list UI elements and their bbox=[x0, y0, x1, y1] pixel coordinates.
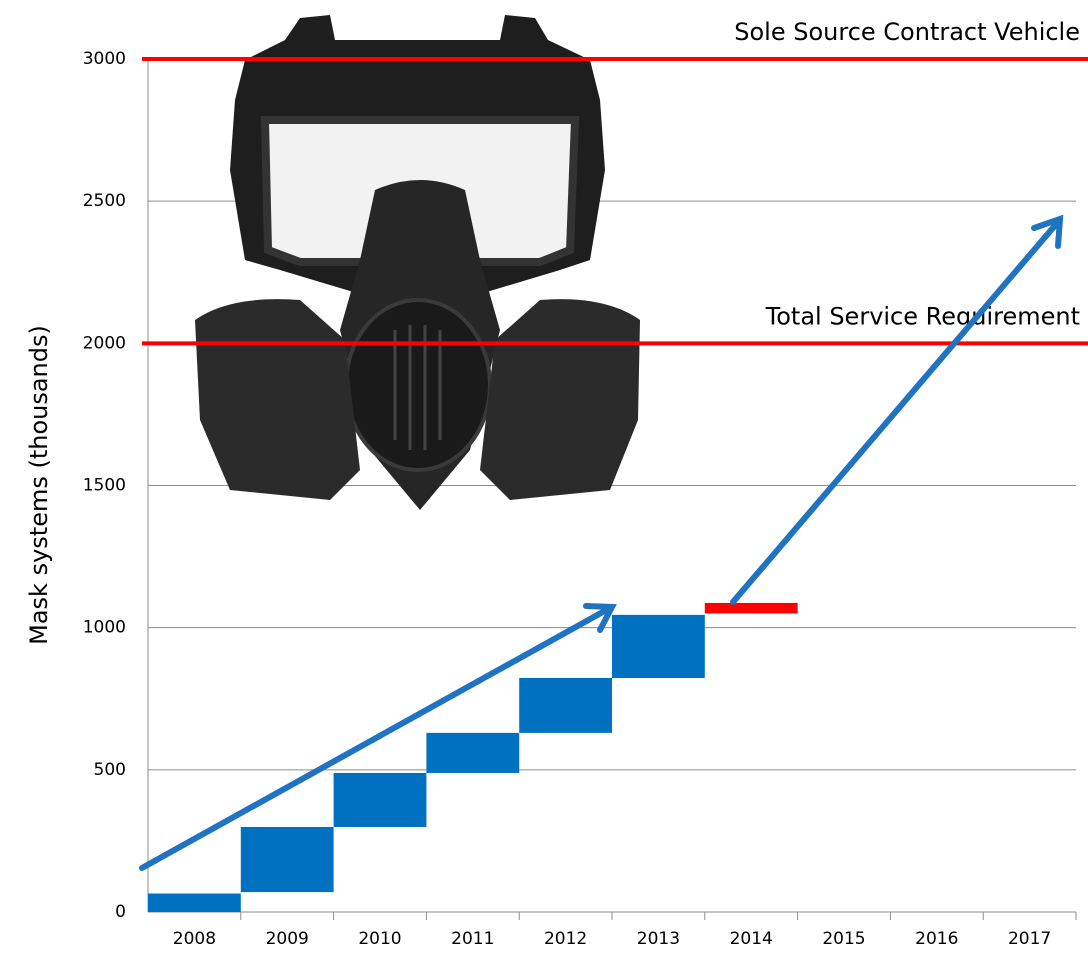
reference-label: Total Service Requirement bbox=[765, 302, 1080, 330]
trend-arrows bbox=[139, 214, 1064, 871]
y-tick-label: 0 bbox=[115, 902, 126, 922]
x-tick-label: 2010 bbox=[358, 929, 401, 949]
bar bbox=[612, 614, 705, 678]
x-tick-label: 2017 bbox=[1008, 929, 1051, 949]
y-tick-label: 2500 bbox=[83, 191, 126, 211]
gas-mask-image bbox=[195, 15, 640, 510]
bar bbox=[704, 602, 798, 614]
y-tick-label: 1000 bbox=[83, 618, 126, 638]
reference-label: Sole Source Contract Vehicle bbox=[734, 18, 1080, 46]
y-tick-label: 500 bbox=[94, 760, 126, 780]
bar bbox=[333, 772, 427, 827]
x-tick-label: 2015 bbox=[822, 929, 865, 949]
y-tick-label: 2000 bbox=[83, 333, 126, 353]
bar bbox=[148, 893, 241, 912]
x-tick-label: 2011 bbox=[451, 929, 494, 949]
x-tick-label: 2013 bbox=[637, 929, 680, 949]
y-tick-label: 3000 bbox=[83, 49, 126, 69]
x-tick-label: 2016 bbox=[915, 929, 958, 949]
x-tick-label: 2014 bbox=[730, 929, 773, 949]
x-tick-label: 2009 bbox=[266, 929, 309, 949]
bar bbox=[519, 677, 612, 733]
bar bbox=[240, 826, 334, 893]
y-tick-label: 1500 bbox=[83, 476, 126, 496]
x-tick-label: 2012 bbox=[544, 929, 587, 949]
bar bbox=[426, 732, 520, 773]
y-axis-label: Mask systems (thousands) bbox=[25, 325, 53, 645]
x-tick-label: 2008 bbox=[173, 929, 216, 949]
